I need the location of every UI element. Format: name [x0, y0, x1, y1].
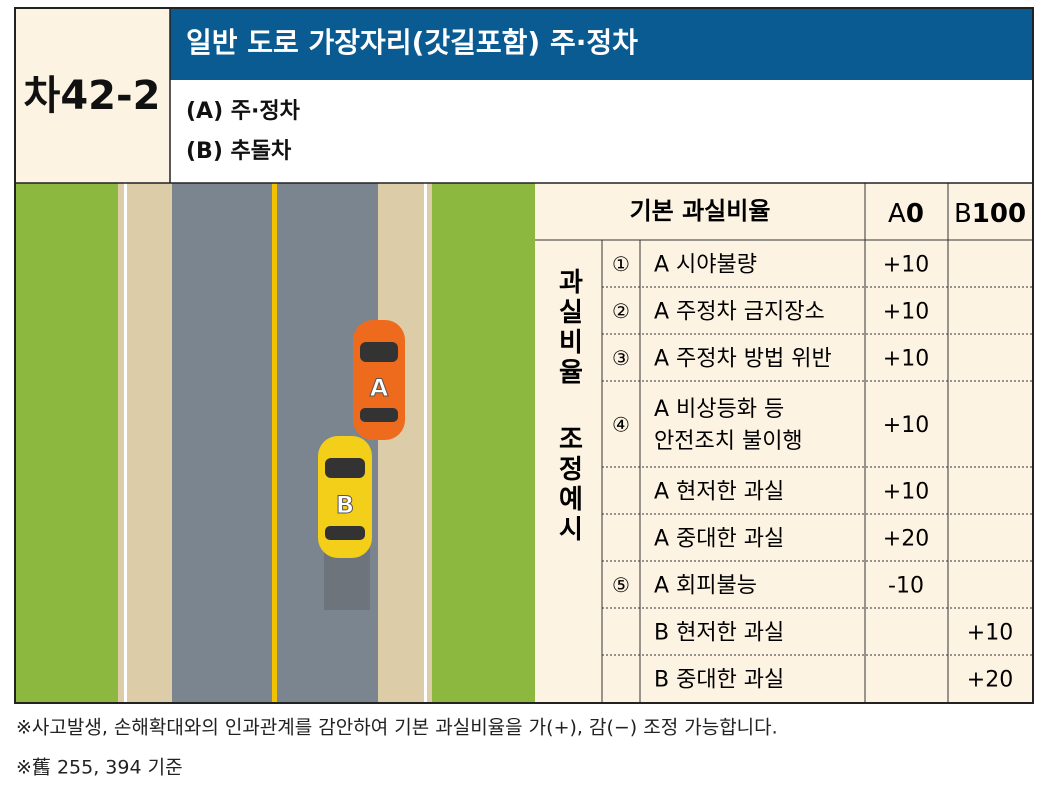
frame [14, 7, 1034, 704]
title-bar [170, 8, 1033, 80]
car-label: B [336, 491, 354, 519]
code-cell [15, 8, 170, 183]
row-number: ③ [612, 346, 630, 370]
row-item: A 주정차 금지장소 [654, 300, 825, 325]
row-item: A 중대한 과실 [654, 527, 784, 552]
header-label: 기본 과실비율 [630, 197, 771, 225]
ratio-party: A [888, 199, 906, 229]
row-number: ⑤ [612, 573, 630, 597]
ratio-value: 100 [972, 199, 1026, 229]
code: 차42-2 [24, 73, 161, 119]
base-ratio: A0 [888, 199, 924, 229]
row-item: A 비상등화 등 [654, 397, 784, 422]
a-adjust: -10 [888, 574, 924, 599]
row-item: B 현저한 과실 [654, 621, 784, 646]
b-adjust: +10 [967, 621, 1013, 646]
row-item: A 시야불량 [654, 253, 757, 278]
row-item: A 현저한 과실 [654, 480, 784, 505]
ratio-value: 0 [906, 199, 924, 229]
note: ※舊 255, 394 기준 [16, 757, 183, 779]
a-adjust: +10 [883, 480, 929, 505]
ratio-party: B [954, 199, 972, 229]
title: 일반 도로 가장자리(갓길포함) 주·정차 [186, 26, 638, 59]
party: (A) 주·정차 [186, 99, 301, 124]
row-item: 안전조치 불이행 [654, 429, 803, 454]
note: ※사고발생, 손해확대와의 인과관계를 감안하여 기본 과실비율을 가(+), … [16, 717, 778, 739]
a-adjust: +10 [883, 413, 929, 438]
row-number: ② [612, 299, 630, 323]
b-adjust: +20 [967, 668, 1013, 693]
row-item: B 중대한 과실 [654, 668, 784, 693]
row-number: ① [612, 252, 630, 276]
side-label: 과실비율 [554, 268, 584, 388]
table-bg [535, 183, 1033, 703]
side-label: 조정예시 [554, 425, 584, 545]
a-adjust: +20 [883, 527, 929, 552]
road-illustration [15, 183, 535, 703]
row-item: A 주정차 방법 위반 [654, 347, 832, 372]
base-ratio: B100 [954, 199, 1026, 229]
row-item: A 회피불능 [654, 574, 757, 599]
row-number: ④ [612, 413, 630, 437]
a-adjust: +10 [883, 300, 929, 325]
a-adjust: +10 [883, 253, 929, 278]
party: (B) 추돌차 [186, 139, 292, 164]
car-label: A [370, 374, 389, 402]
a-adjust: +10 [883, 347, 929, 372]
